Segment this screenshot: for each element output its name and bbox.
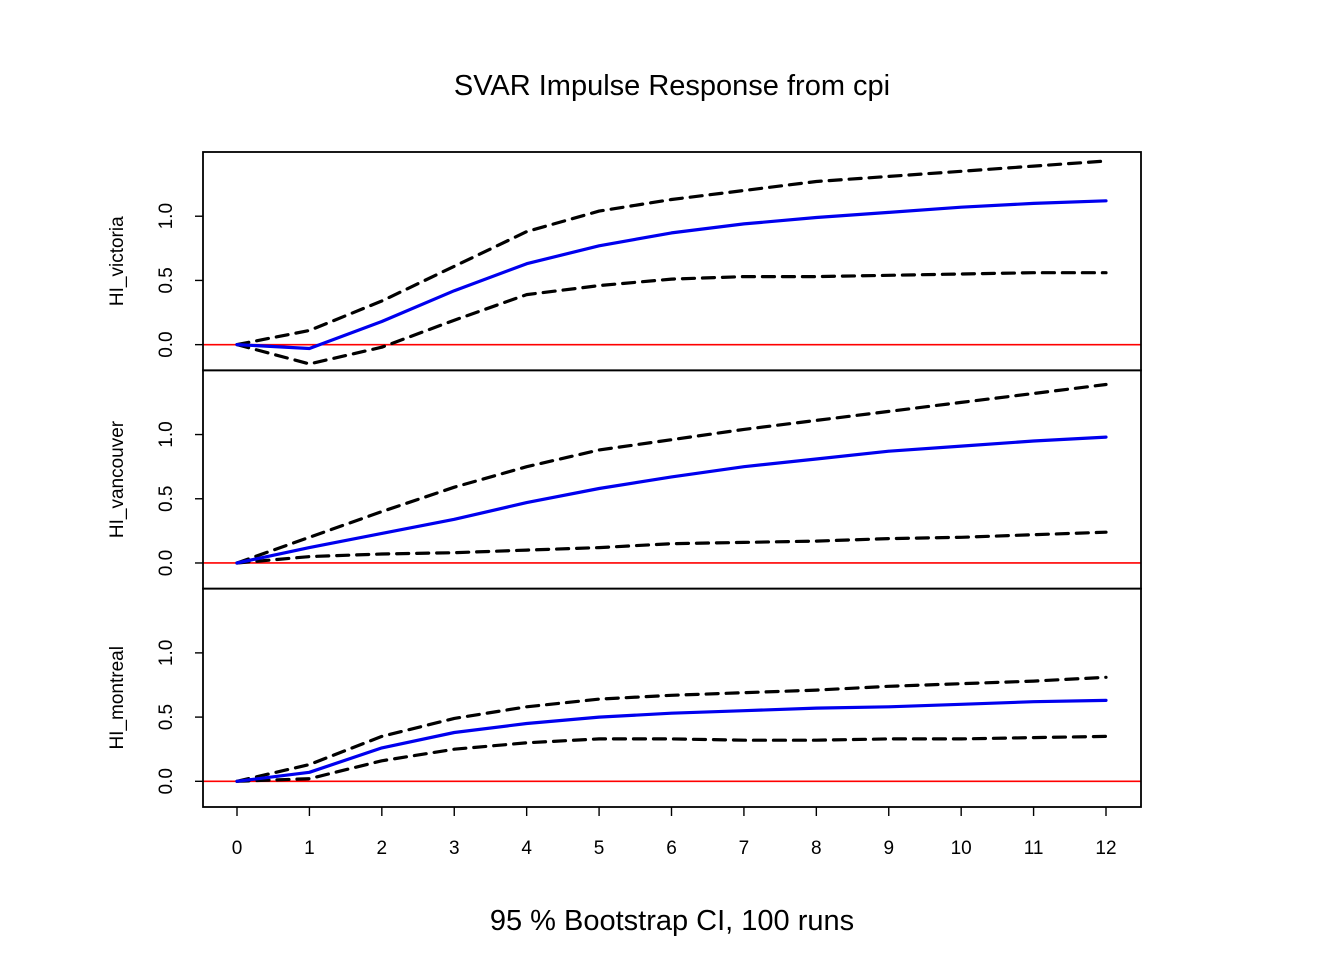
x-tick-label: 8 (811, 838, 822, 859)
x-tick-label: 0 (232, 838, 243, 859)
panel-ylabel: HI_montreal (107, 646, 128, 750)
x-axis-label: 95 % Bootstrap CI, 100 runs (490, 905, 854, 937)
series-lower-line (235, 530, 1108, 565)
y-tick-label: 0.0 (156, 768, 177, 794)
series-lower-line (235, 271, 1108, 366)
panel-frame (202, 151, 1142, 372)
panel-frame (202, 587, 1142, 808)
x-tick-label: 3 (449, 838, 460, 859)
x-tick-label: 5 (594, 838, 605, 859)
x-tick-label: 4 (521, 838, 532, 859)
y-tick-label: 1.0 (156, 421, 177, 447)
x-tick-label: 6 (666, 838, 677, 859)
series-response-line (235, 698, 1108, 783)
x-tick-label: 10 (951, 838, 972, 859)
x-axis: 0 1 2 3 4 5 6 7 8 9 10 11 12 (232, 807, 1117, 859)
y-tick-label: 0.5 (156, 267, 177, 293)
panel-ylabel: HI_victoria (107, 216, 128, 306)
panel-ylabel: HI_vancouver (107, 420, 128, 538)
x-tick-label: 1 (304, 838, 315, 859)
y-tick-label: 1.0 (156, 203, 177, 229)
series-upper-line (235, 675, 1108, 783)
panel-1: 0.0 0.5 1.0 HI_victoria (107, 151, 1142, 372)
y-tick-label: 1.0 (156, 640, 177, 666)
chart-title: SVAR Impulse Response from cpi (454, 70, 890, 102)
x-tick-label: 2 (377, 838, 388, 859)
series-upper-line (235, 159, 1108, 347)
series-response-line (235, 199, 1108, 351)
x-tick-label: 12 (1095, 838, 1116, 859)
series-upper-line (235, 382, 1108, 565)
x-tick-label: 7 (739, 838, 750, 859)
y-tick-label: 0.5 (156, 704, 177, 730)
panels-group: 0.0 0.5 1.0 HI_victoria 0.0 0.5 1.0 HI_vancouve… (107, 151, 1142, 808)
series-lower-line (235, 734, 1108, 783)
panel-2: 0.0 0.5 1.0 HI_vancouver (107, 369, 1142, 590)
y-tick-label: 0.5 (156, 486, 177, 512)
x-tick-label: 11 (1024, 838, 1044, 859)
series-response-line (235, 435, 1108, 565)
y-tick-label: 0.0 (156, 550, 177, 576)
panel-3: 0.0 0.5 1.0 HI_montreal (107, 587, 1142, 808)
y-tick-label: 0.0 (156, 331, 177, 357)
x-tick-label: 9 (883, 838, 894, 859)
